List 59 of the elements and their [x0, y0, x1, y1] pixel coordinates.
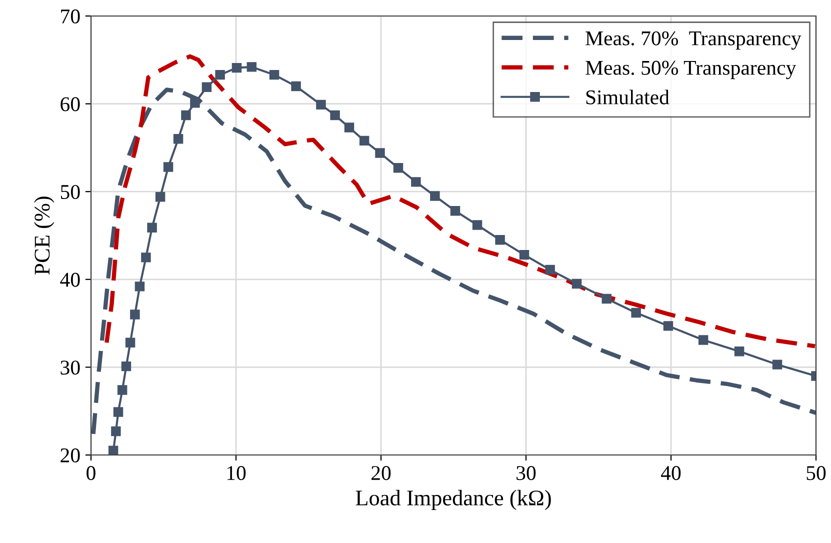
y-axis-title: PCE (%): [34, 196, 54, 275]
x-tick-label: 0: [86, 466, 96, 480]
point: [246, 62, 257, 72]
y-tick-label: 70: [61, 9, 80, 24]
y-tick-label: 30: [60, 360, 80, 375]
point: [519, 250, 530, 260]
point: [344, 122, 354, 132]
point: [772, 360, 782, 370]
point: [269, 70, 280, 80]
point: [190, 98, 200, 108]
point: [155, 192, 166, 202]
point: [141, 252, 151, 262]
x-tick-label: 20: [372, 466, 391, 480]
point: [113, 407, 124, 417]
point: [215, 70, 225, 80]
point: [108, 446, 118, 455]
point: [291, 81, 301, 92]
line-series: [104, 54, 816, 348]
point: [202, 82, 212, 92]
x-tick-label: 50: [806, 466, 826, 480]
point: [393, 163, 404, 173]
legend-label: Simulated: [586, 90, 670, 104]
point: [375, 148, 385, 158]
point: [121, 361, 132, 372]
point: [663, 321, 674, 331]
y-tick-label: 60: [60, 97, 80, 112]
x-tick-label: 30: [516, 466, 536, 480]
point: [698, 335, 708, 345]
legend-label: Meas. 50% Transparency: [586, 60, 796, 80]
point: [359, 136, 370, 146]
point: [111, 426, 121, 436]
point: [163, 162, 174, 172]
point: [411, 177, 421, 187]
y-tick-label: 40: [60, 272, 80, 287]
point: [602, 294, 612, 304]
point: [117, 385, 128, 395]
point: [181, 110, 191, 120]
x-tick-label: 10: [227, 466, 246, 480]
x-axis-title: Load Impedance (kΩ): [356, 490, 551, 510]
point: [631, 308, 641, 318]
point: [134, 282, 145, 292]
point: [316, 100, 326, 110]
point: [130, 310, 140, 320]
point: [734, 346, 744, 356]
point: [495, 235, 505, 245]
point: [125, 338, 136, 348]
legend-label: Meas. 70% Transparency: [586, 31, 802, 50]
point: [430, 191, 440, 201]
point: [232, 62, 242, 73]
x-tick-label: 40: [660, 466, 681, 480]
y-tick-label: 20: [60, 448, 80, 462]
point: [545, 264, 555, 275]
point: [330, 110, 340, 120]
point: [472, 220, 482, 230]
point: [572, 278, 582, 289]
point: [450, 206, 460, 216]
y-tick-label: 50: [60, 184, 80, 200]
point: [173, 134, 184, 144]
point: [147, 222, 157, 232]
